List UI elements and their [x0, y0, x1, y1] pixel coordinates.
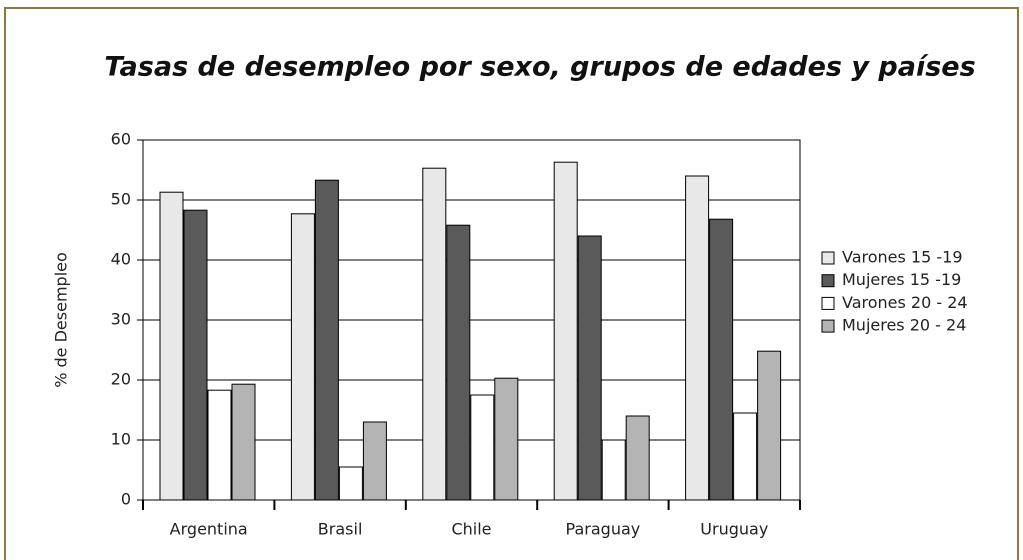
bar [733, 412, 758, 501]
y-tick-label: 20 [111, 370, 131, 389]
bar [183, 209, 208, 501]
bar [685, 175, 710, 501]
bar [207, 389, 232, 501]
legend-label: Varones 15 -19 [842, 248, 963, 267]
legend-label: Varones 20 - 24 [842, 293, 968, 312]
legend-swatch [821, 296, 835, 310]
bar [625, 415, 650, 501]
bar [601, 439, 626, 501]
y-tick-label: 10 [111, 430, 131, 449]
bar [494, 377, 519, 501]
y-tick-label: 50 [111, 190, 131, 209]
bar [422, 167, 447, 501]
bar [362, 421, 387, 501]
bar [470, 394, 495, 501]
bar [553, 161, 578, 501]
legend-swatch [821, 251, 835, 265]
y-tick-label: 40 [111, 250, 131, 269]
y-tick-label: 60 [111, 130, 131, 149]
bar [709, 218, 734, 501]
chart-title: Tasas de desempleo por sexo, grupos de e… [104, 52, 975, 83]
bar [159, 191, 184, 501]
bar [577, 235, 602, 501]
y-tick-label: 0 [121, 490, 131, 509]
x-tick-label: Paraguay [566, 520, 641, 539]
bar [757, 350, 782, 501]
x-tick-label: Chile [451, 520, 491, 539]
legend-swatch [821, 274, 835, 288]
legend-label: Mujeres 20 - 24 [842, 316, 966, 335]
x-tick-label: Argentina [170, 520, 248, 539]
bar [231, 383, 256, 501]
x-tick-label: Uruguay [700, 520, 768, 539]
legend-swatch [821, 319, 835, 333]
y-axis-label: % de Desempleo [52, 252, 71, 388]
y-tick-label: 30 [111, 310, 131, 329]
bar [314, 179, 339, 501]
x-tick-label: Brasil [318, 520, 363, 539]
bar [290, 213, 315, 501]
legend-label: Mujeres 15 -19 [842, 270, 961, 289]
bar [446, 224, 471, 501]
bar [338, 466, 363, 501]
